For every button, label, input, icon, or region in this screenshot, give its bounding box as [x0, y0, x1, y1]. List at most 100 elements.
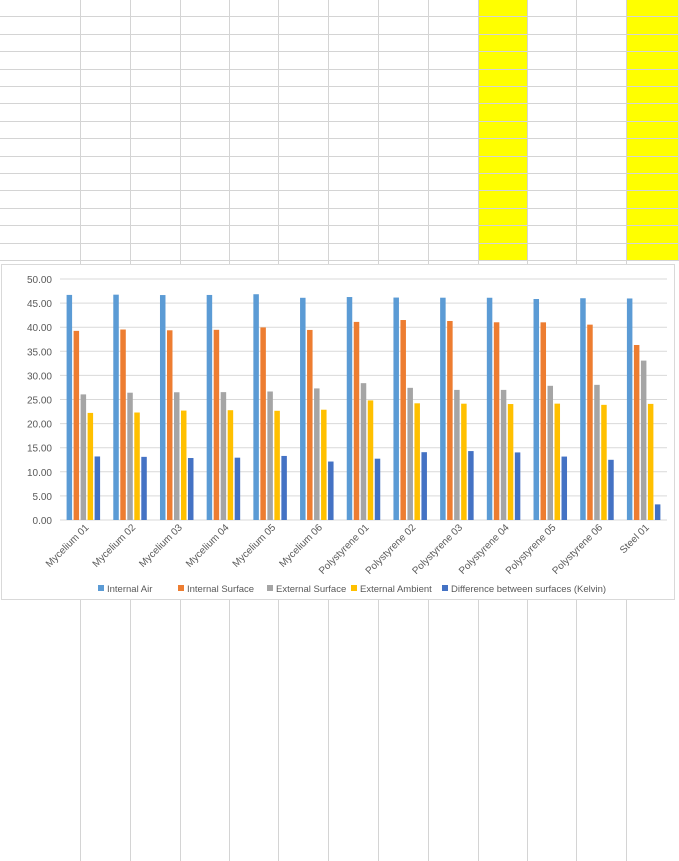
data-cell[interactable]: [329, 52, 379, 70]
header-label-cell[interactable]: [429, 17, 479, 35]
data-cell[interactable]: [528, 121, 577, 140]
data-cell[interactable]: [429, 156, 479, 174]
row-name-cell[interactable]: [0, 208, 81, 227]
data-cell[interactable]: [429, 139, 479, 157]
data-cell[interactable]: [279, 139, 329, 157]
data-cell[interactable]: [181, 104, 230, 122]
data-cell[interactable]: [528, 208, 577, 227]
data-cell[interactable]: [577, 104, 627, 122]
row-name-cell[interactable]: [0, 226, 81, 244]
data-cell[interactable]: [379, 69, 429, 87]
data-cell[interactable]: [479, 104, 528, 122]
data-cell[interactable]: [131, 87, 181, 105]
data-cell[interactable]: [181, 52, 230, 70]
data-cell[interactable]: [279, 52, 329, 70]
data-cell[interactable]: [131, 226, 181, 244]
data-cell[interactable]: [528, 34, 577, 53]
data-cell[interactable]: [379, 139, 429, 157]
data-cell[interactable]: [577, 121, 627, 140]
header-unit-cell[interactable]: [429, 0, 479, 18]
row-name-cell[interactable]: [0, 34, 81, 53]
data-cell[interactable]: [577, 34, 627, 53]
data-cell[interactable]: [131, 208, 181, 227]
data-cell[interactable]: [577, 243, 627, 261]
header-label-cell[interactable]: [528, 17, 577, 35]
bar-chart[interactable]: 0.00 5.00 10.00 15.00 20.00 25.00 30.00 35.00 40…: [1, 264, 675, 600]
row-name-cell[interactable]: [0, 243, 81, 261]
data-cell[interactable]: [230, 52, 279, 70]
data-cell[interactable]: [230, 121, 279, 140]
data-cell[interactable]: [429, 34, 479, 53]
data-cell[interactable]: [181, 174, 230, 192]
data-cell[interactable]: [81, 139, 131, 157]
data-cell[interactable]: [429, 52, 479, 70]
data-cell[interactable]: [181, 139, 230, 157]
row-name-cell[interactable]: [0, 87, 81, 105]
header-label-cell[interactable]: [379, 17, 429, 35]
data-cell[interactable]: [429, 69, 479, 87]
data-cell[interactable]: [230, 104, 279, 122]
data-cell[interactable]: [81, 226, 131, 244]
data-cell[interactable]: [279, 208, 329, 227]
row-name-cell[interactable]: [0, 104, 81, 122]
data-cell[interactable]: [230, 191, 279, 209]
row-name-cell[interactable]: [0, 156, 81, 174]
data-cell[interactable]: [131, 52, 181, 70]
data-cell[interactable]: [279, 191, 329, 209]
data-cell[interactable]: [81, 69, 131, 87]
data-cell[interactable]: [627, 104, 679, 122]
data-cell[interactable]: [627, 52, 679, 70]
header-label-cell[interactable]: [230, 17, 279, 35]
data-cell[interactable]: [81, 156, 131, 174]
data-cell[interactable]: [329, 174, 379, 192]
data-cell[interactable]: [329, 121, 379, 140]
row-name-cell[interactable]: [0, 121, 81, 140]
row-name-cell[interactable]: [0, 191, 81, 209]
data-cell[interactable]: [379, 121, 429, 140]
data-cell[interactable]: [627, 208, 679, 227]
data-cell[interactable]: [429, 104, 479, 122]
data-cell[interactable]: [131, 174, 181, 192]
header-unit-cell[interactable]: [81, 0, 131, 18]
data-cell[interactable]: [627, 191, 679, 209]
data-cell[interactable]: [230, 156, 279, 174]
data-cell[interactable]: [577, 226, 627, 244]
data-cell[interactable]: [528, 69, 577, 87]
data-cell[interactable]: [577, 191, 627, 209]
data-cell[interactable]: [230, 226, 279, 244]
data-cell[interactable]: [279, 104, 329, 122]
data-cell[interactable]: [131, 139, 181, 157]
data-cell[interactable]: [528, 191, 577, 209]
data-cell[interactable]: [479, 208, 528, 227]
data-cell[interactable]: [479, 87, 528, 105]
data-cell[interactable]: [479, 156, 528, 174]
header-label-cell[interactable]: [279, 17, 329, 35]
header-unit-cell[interactable]: [528, 0, 577, 18]
header-unit-cell[interactable]: [329, 0, 379, 18]
data-cell[interactable]: [528, 226, 577, 244]
data-cell[interactable]: [479, 52, 528, 70]
header-unit-cell[interactable]: [479, 0, 528, 18]
data-cell[interactable]: [528, 156, 577, 174]
header-label-cell[interactable]: [577, 17, 627, 35]
data-cell[interactable]: [577, 174, 627, 192]
data-cell[interactable]: [230, 87, 279, 105]
data-cell[interactable]: [279, 34, 329, 53]
data-cell[interactable]: [379, 243, 429, 261]
data-cell[interactable]: [230, 69, 279, 87]
data-cell[interactable]: [131, 69, 181, 87]
data-cell[interactable]: [329, 104, 379, 122]
data-cell[interactable]: [627, 69, 679, 87]
header-unit-cell[interactable]: [230, 0, 279, 18]
header-unit-cell[interactable]: [279, 0, 329, 18]
data-cell[interactable]: [81, 52, 131, 70]
header-label-cell[interactable]: [181, 17, 230, 35]
data-cell[interactable]: [429, 121, 479, 140]
data-cell[interactable]: [329, 226, 379, 244]
data-cell[interactable]: [379, 34, 429, 53]
data-cell[interactable]: [329, 191, 379, 209]
data-cell[interactable]: [429, 208, 479, 227]
data-cell[interactable]: [81, 191, 131, 209]
data-cell[interactable]: [627, 243, 679, 261]
